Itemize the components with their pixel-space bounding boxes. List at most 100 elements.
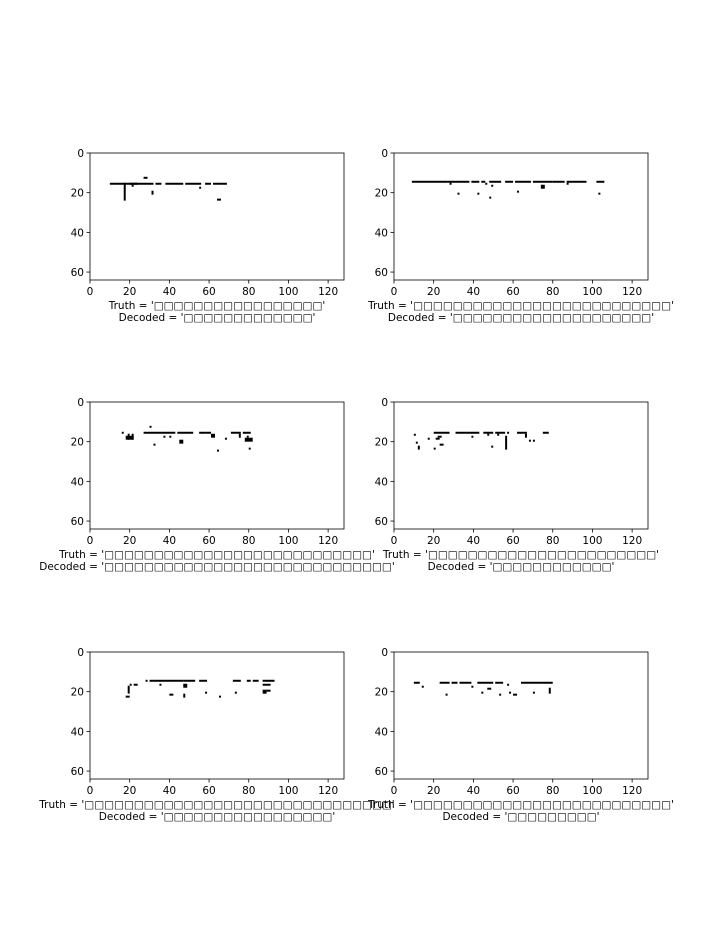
y-tick: 40 (375, 726, 394, 738)
pixel-mark (455, 431, 480, 434)
pixel-mark (485, 182, 488, 185)
pixel-mark (509, 691, 512, 694)
pixel-mark (421, 685, 424, 688)
y-tick: 20 (71, 687, 90, 699)
pixel-mark (515, 180, 531, 183)
truth-caption: Truth = '□□□□□□□□□□□□□□□□□' (108, 300, 326, 312)
x-tick: 60 (202, 779, 216, 797)
pixel-mark (532, 691, 535, 694)
x-tick: 40 (163, 529, 176, 547)
pixel-mark (433, 447, 436, 450)
truth-caption: Truth = '□□□□□□□□□□□□□□□□□□□□□□□□□□□' (58, 549, 375, 561)
x-tick: 40 (467, 529, 480, 547)
pixel-mark (481, 691, 484, 694)
x-tick: 80 (242, 779, 255, 797)
x-tick: 100 (278, 529, 298, 547)
pixel-mark (163, 435, 166, 438)
x-tick: 100 (278, 280, 298, 298)
pixel-mark (149, 425, 152, 428)
x-tick: 120 (318, 779, 338, 797)
y-tick-label: 40 (71, 476, 84, 488)
x-tick-label: 80 (546, 535, 559, 547)
pixel-mark (217, 198, 221, 201)
x-tick: 20 (427, 280, 440, 298)
y-tick-label: 20 (71, 687, 84, 699)
x-tick: 120 (622, 529, 642, 547)
y-tick-label: 40 (71, 726, 84, 738)
x-tick: 100 (582, 779, 602, 797)
pixel-mark (433, 431, 450, 434)
x-tick: 80 (546, 280, 559, 298)
panel-1: 0 20 40 60 80 100 120 0 20 40 60 Truth = '□□□□□□□□□… (71, 148, 345, 324)
x-tick-label: 60 (202, 785, 215, 797)
pixel-mark (123, 182, 126, 201)
pixel-mark (521, 681, 553, 684)
panel-2: 0 20 40 60 80 100 120 0 20 40 60 Truth = '□□□□□□□□□… (367, 148, 674, 324)
pixel-mark (151, 190, 154, 195)
x-tick-label: 0 (391, 286, 398, 298)
plot-area (90, 153, 344, 280)
pixel-mark (217, 449, 219, 452)
pixel-mark (477, 192, 480, 195)
x-tick-label: 20 (123, 785, 136, 797)
y-tick-label: 20 (375, 437, 388, 449)
pixel-mark (234, 691, 237, 694)
x-tick: 0 (391, 529, 397, 547)
x-tick-label: 120 (318, 535, 338, 547)
x-tick: 60 (506, 280, 520, 298)
pixel-mark (246, 679, 251, 682)
pixel-mark (491, 445, 494, 448)
y-tick: 60 (375, 516, 394, 528)
pixel-mark (248, 447, 251, 450)
pixel-mark (125, 695, 130, 698)
x-tick-label: 40 (467, 785, 480, 797)
y-tick: 0 (77, 148, 90, 160)
y-tick: 40 (71, 476, 90, 488)
x-tick-label: 40 (467, 535, 480, 547)
pixel-mark (481, 180, 486, 183)
x-tick-label: 80 (242, 785, 255, 797)
decoded-caption: Decoded = '□□□□□□□□□□□□□' (119, 312, 316, 324)
pixel-mark (165, 182, 184, 185)
pixel-mark (169, 435, 172, 438)
plot-area (90, 652, 344, 779)
axes-frame (89, 401, 345, 530)
pixel-mark (129, 683, 132, 686)
x-tick: 80 (242, 280, 255, 298)
y-tick-label: 0 (77, 647, 84, 659)
axes-frame (89, 152, 345, 281)
x-tick: 80 (546, 529, 559, 547)
pixel-mark (411, 180, 448, 183)
x-tick-label: 20 (123, 535, 136, 547)
y-tick: 20 (71, 188, 90, 200)
pixel-mark (413, 681, 420, 684)
pixel-mark (459, 681, 472, 684)
pixel-mark (471, 435, 474, 438)
pixel-mark (246, 435, 249, 438)
x-tick: 80 (546, 779, 559, 797)
pixel-mark (262, 683, 271, 686)
y-tick-label: 20 (375, 687, 388, 699)
x-tick: 0 (87, 779, 93, 797)
x-tick: 20 (427, 779, 440, 797)
pixel-mark (417, 445, 420, 450)
y-tick-label: 20 (71, 188, 84, 200)
pixel-mark (205, 431, 212, 434)
plot-area (90, 402, 344, 529)
y-tick-label: 60 (71, 766, 84, 778)
x-tick-label: 100 (278, 785, 298, 797)
pixel-mark (435, 437, 440, 440)
x-tick-label: 60 (202, 535, 215, 547)
x-tick: 40 (163, 779, 176, 797)
pixel-mark (143, 176, 148, 179)
pixel-mark (213, 182, 227, 185)
pixel-mark (497, 433, 500, 436)
pixel-mark (133, 683, 138, 686)
y-tick: 0 (77, 647, 90, 659)
pixel-mark (413, 433, 416, 436)
pixel-mark (129, 182, 154, 185)
y-tick-label: 60 (71, 516, 84, 528)
axes-frame (89, 651, 345, 780)
x-tick-label: 60 (506, 785, 519, 797)
pixel-mark (528, 439, 531, 442)
